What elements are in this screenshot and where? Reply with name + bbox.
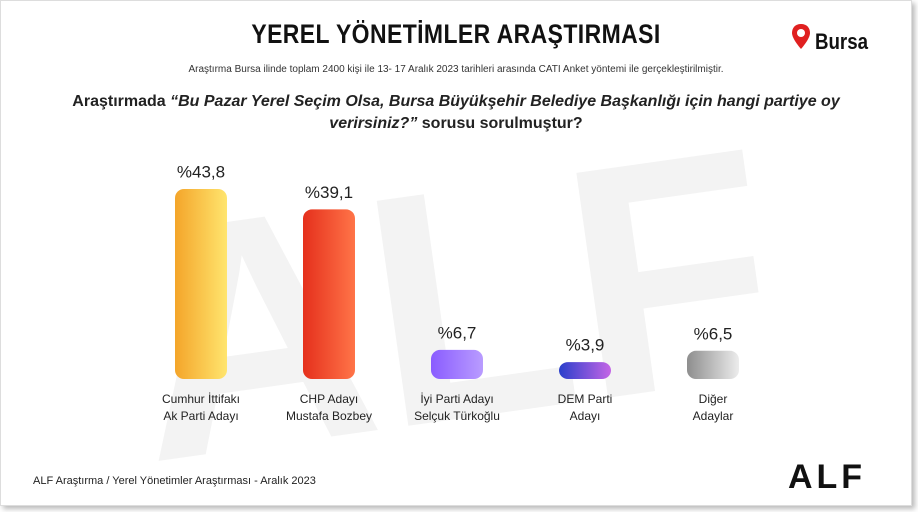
category-label: Adayı: [570, 409, 601, 423]
value-label: %43,8: [177, 162, 225, 181]
subtitle: Araştırma Bursa ilinde toplam 2400 kişi …: [188, 64, 724, 75]
footer: ALF Araştırma / Yerel Yönetimler Araştır…: [33, 475, 316, 487]
category-label: İyi Parti Adayı: [420, 392, 493, 406]
category-label: Ak Parti Adayı: [163, 409, 238, 423]
chart: ALF %43,8 Cumhur İttifakı Ak Parti Adayı %3…: [109, 77, 866, 505]
category-label: Cumhur İttifakı: [162, 392, 240, 406]
bar: [175, 189, 227, 379]
logo: ALF: [788, 458, 866, 496]
bar: [687, 350, 739, 379]
value-label: %39,1: [305, 183, 353, 202]
category-label: Adaylar: [693, 409, 734, 423]
value-label: %6,5: [694, 324, 733, 343]
question: Araştırmada “Bu Pazar Yerel Seçim Olsa, …: [41, 91, 871, 135]
category-label: Mustafa Bozbey: [286, 409, 372, 423]
category-label: Diğer: [699, 392, 728, 406]
bar: [431, 349, 483, 379]
pin-icon: [792, 24, 810, 49]
bar: [559, 362, 611, 379]
question-part: “Bu Pazar Yerel Seçim Olsa, Bursa Büyükş…: [170, 93, 840, 132]
category-label: DEM Parti: [558, 392, 613, 406]
bar: [303, 209, 355, 379]
question-part: sorusu sorulmuştur?: [417, 115, 583, 132]
value-label: %6,7: [438, 323, 477, 342]
title: YEREL YÖNETİMLER ARAŞTIRMASI: [251, 19, 661, 49]
value-label: %3,9: [566, 336, 605, 355]
category-label: CHP Adayı: [300, 392, 358, 406]
question-part: Araştırmada: [72, 93, 171, 110]
location-text: Bursa: [815, 29, 869, 54]
category-label: Selçuk Türkoğlu: [414, 409, 500, 423]
